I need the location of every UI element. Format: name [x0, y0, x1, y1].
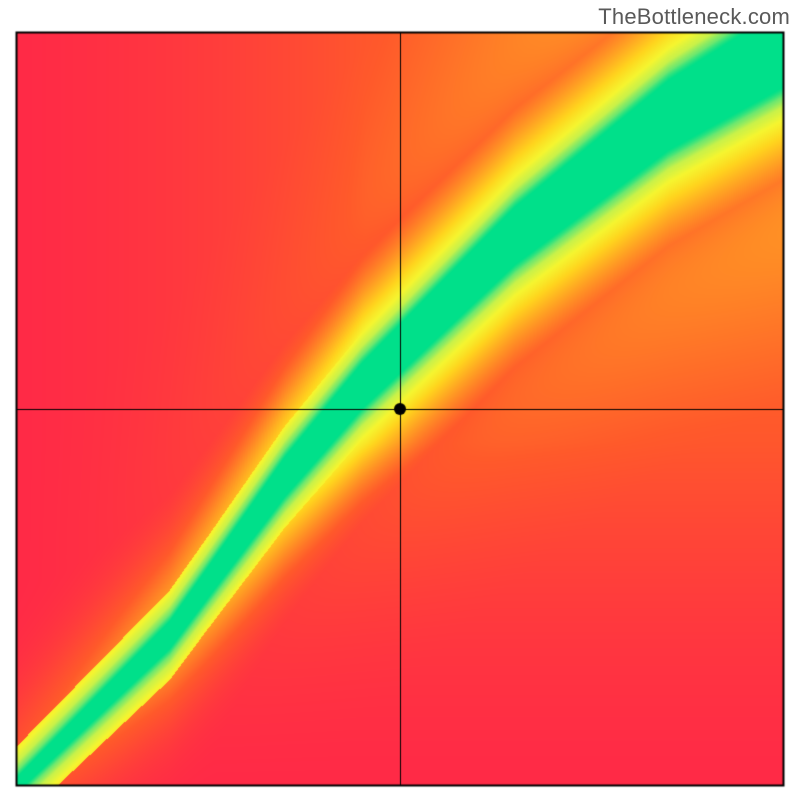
bottleneck-heatmap	[0, 0, 800, 800]
chart-container: TheBottleneck.com	[0, 0, 800, 800]
watermark-label: TheBottleneck.com	[598, 4, 790, 30]
